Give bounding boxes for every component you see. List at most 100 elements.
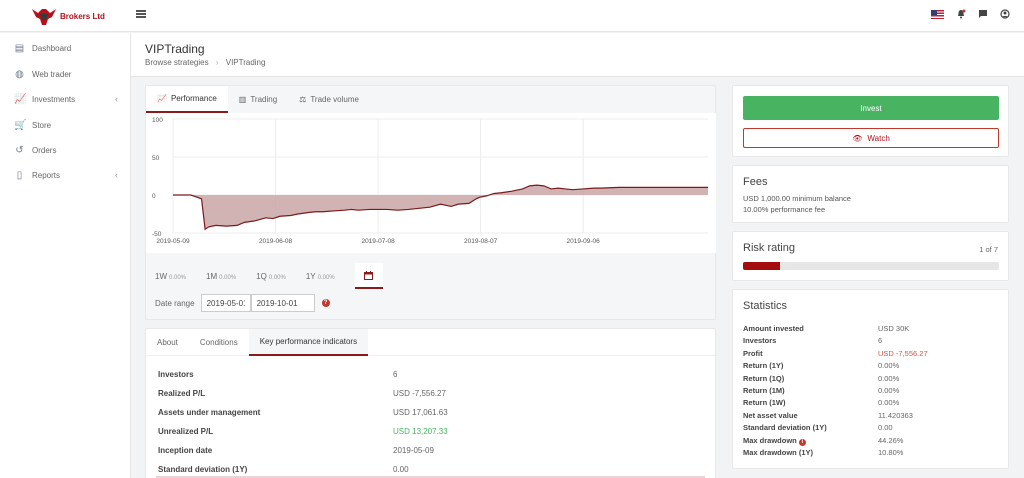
date-to-input[interactable] [250,294,315,312]
stat-label: Return (1Q) [743,373,785,383]
sidebar-item-label: Orders [32,145,57,155]
stat-value: 0.00% [878,373,900,383]
globe-icon: ◍ [15,68,24,80]
chat-icon[interactable] [978,9,988,19]
us-flag-icon[interactable] [931,9,944,19]
brand-name: Brokers Ltd [60,12,105,21]
period-1w-button[interactable]: 1W 0.00% [155,271,187,281]
kpi-label: Unrealized P/L [158,427,214,436]
kpi-row-unrealized-pl: Unrealized P/L USD 13,207.33 [158,427,698,436]
stat-value: 44.26% [878,435,904,445]
x-tick-label: 2019-05-09 [156,238,190,245]
x-tick-label: 2019-06-08 [259,238,293,245]
tab-label: Key performance indicators [259,337,358,346]
performance-chart: 100 50 0 -50 2019-05-09 2019-06-08 2019-07-08 2… [146,113,716,253]
info-tabs: About Conditions Key performance indicat… [146,329,715,356]
stat-row: Max drawdown i 44.26% [743,436,999,446]
kpi-value: 6 [393,370,398,379]
info-icon[interactable]: i [798,438,806,446]
sidebar-item-web-trader[interactable]: ◍ Web trader [14,67,118,81]
tab-about[interactable]: About [146,329,189,356]
sidebar-item-label: Web trader [32,69,72,79]
stat-label: Standard deviation (1Y) [743,423,827,433]
bell-icon[interactable] [956,9,966,19]
kpi-row-realized-pl: Realized P/L USD -7,556.27 [158,389,698,398]
watch-button[interactable]: 👁 Watch [743,128,999,148]
watch-label: Watch [867,133,890,143]
chart-line-icon: 📈 [14,93,27,105]
sidebar-item-store[interactable]: 🛒 Store [14,118,118,132]
fees-title: Fees [743,176,768,188]
invest-button[interactable]: Invest [743,96,999,120]
page-header: VIPTrading Browse strategies › VIPTradin… [131,33,1024,77]
menu-toggle-icon[interactable] [136,10,146,18]
kpi-highlight-bar [156,476,705,478]
x-tick-label: 2019-07-08 [361,238,395,245]
breadcrumb-current: VIPTrading [225,58,266,67]
brand-logo[interactable]: Brokers Ltd [30,5,110,27]
risk-bar-track [743,262,999,270]
period-1m-button[interactable]: 1M 0.00% [206,271,237,281]
file-icon: ▯ [16,169,23,181]
kpi-label: Standard deviation (1Y) [158,465,248,474]
eye-icon: 👁 [852,133,863,143]
performance-card: 📈 Performance ▥ Trading ⚖ Trade volume 1… [145,85,716,320]
help-icon[interactable]: ? [321,299,330,307]
tab-performance[interactable]: 📈 Performance [146,86,228,113]
tab-conditions[interactable]: Conditions [189,329,249,356]
kpi-row-inception-date: Inception date 2019-05-09 [158,446,698,455]
stat-label: Investors [743,336,777,346]
cart-icon: 🛒 [14,119,27,131]
tab-trade-volume[interactable]: ⚖ Trade volume [288,86,370,113]
fees-performance-fee: 10.00% performance fee [743,205,826,214]
stat-label: Return (1Y) [743,361,784,371]
stat-row: Standard deviation (1Y) 0.00 [743,423,999,432]
chart-tabs: 📈 Performance ▥ Trading ⚖ Trade volume [146,86,370,113]
kpi-value: USD 17,061.63 [393,408,448,417]
tab-key-performance-indicators[interactable]: Key performance indicators [248,329,369,356]
y-tick-label: 50 [152,155,160,162]
kpi-value: 2019-05-09 [393,446,434,455]
stat-label: Max drawdown (1Y) [743,448,814,457]
breadcrumb-browse-strategies[interactable]: Browse strategies [145,58,209,67]
sidebar-item-dashboard[interactable]: ▤ Dashboard [14,41,118,55]
statistics-card: Statistics Amount invested USD 30K Investo… [732,289,1009,469]
user-icon[interactable] [1000,9,1010,19]
stat-value: 6 [878,336,883,346]
risk-bar-fill [743,262,780,270]
stat-row: Net asset value 11.420363 [743,411,999,420]
date-range: Date range ? [155,294,330,312]
breadcrumb-separator: › [215,58,219,67]
sidebar-item-reports[interactable]: ▯ Reports ‹ [14,168,118,182]
bar-chart-icon: ▥ [238,95,247,104]
kpi-value: USD -7,556.27 [393,389,446,398]
stat-row: Return (1M) 0.00% [743,386,999,395]
tab-label: Performance [170,94,217,103]
stat-label: Profit [743,348,763,358]
fees-card: Fees USD 1,000.00 minimum balance 10.00%… [732,165,1009,223]
stat-value: 11.420363 [878,410,913,420]
dashboard-icon: ▤ [14,42,25,54]
stat-row: Investors 6 [743,336,999,345]
kpi-label: Investors [158,370,194,379]
sidebar-item-investments[interactable]: 📈 Investments ‹ [14,92,118,106]
date-from-input[interactable] [200,294,251,312]
stat-value: 0.00% [878,398,900,408]
calendar-icon[interactable] [354,263,383,289]
stat-value: USD 30K [878,324,910,333]
history-icon: ↺ [15,144,24,156]
stat-label: Return (1M) [743,386,785,395]
kpi-value: USD 13,207.33 [393,427,448,436]
y-tick-label: 100 [152,117,163,124]
kpi-label: Realized P/L [158,389,206,398]
tab-trading[interactable]: ▥ Trading [228,86,288,113]
stat-value: 0.00% [878,386,900,395]
period-1q-button[interactable]: 1Q 0.00% [256,271,286,281]
stat-label: Net asset value [743,410,798,420]
sidebar-item-orders[interactable]: ↺ Orders [14,143,118,157]
stat-value: 0.00 [878,423,893,433]
stat-row: Max drawdown (1Y) 10.80% [743,448,999,457]
top-bar: Brokers Ltd [0,0,1024,32]
period-1y-button[interactable]: 1Y 0.00% [305,271,335,281]
stat-label: Amount invested [743,324,804,333]
